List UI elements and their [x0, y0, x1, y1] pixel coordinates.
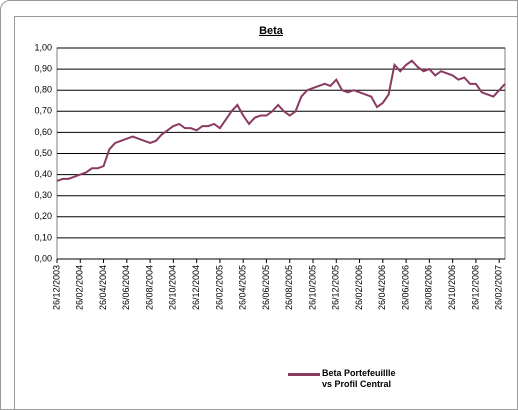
x-tick-label: 26/10/2004 [168, 265, 178, 310]
y-tick-label: 0,30 [34, 190, 52, 200]
x-tick-label: 26/10/2005 [307, 265, 317, 310]
x-tick-label: 26/02/2007 [494, 265, 504, 310]
data-line [56, 59, 506, 182]
legend: Beta Portefeuillle vs Profil Central [288, 368, 402, 390]
y-tick-label: 0,90 [34, 63, 52, 73]
x-tick-label: 26/06/2004 [121, 265, 131, 310]
x-tick-label: 26/12/2004 [191, 265, 201, 310]
x-tick-label: 26/02/2004 [75, 265, 85, 310]
x-tick-label: 26/12/2005 [331, 265, 341, 310]
y-tick-label: 0,20 [34, 211, 52, 221]
x-tick-label: 26/04/2006 [377, 265, 387, 310]
x-tick-label: 26/08/2004 [144, 265, 154, 310]
chart-area [14, 16, 517, 409]
x-tick-label: 26/02/2006 [354, 265, 364, 310]
x-tick-label: 26/12/2006 [470, 265, 480, 310]
x-tick-label: 26/06/2005 [261, 265, 271, 310]
x-tick-label: 26/02/2005 [214, 265, 224, 310]
x-tick-label: 26/08/2005 [284, 265, 294, 310]
x-tick-label: 26/06/2006 [400, 265, 410, 310]
legend-swatch [288, 373, 320, 376]
y-tick-label: 0,70 [34, 106, 52, 116]
y-tick-label: 1,00 [34, 42, 52, 52]
x-tick-label: 26/10/2006 [447, 265, 457, 310]
x-tick-label: 26/08/2006 [424, 265, 434, 310]
legend-label: Beta Portefeuillle vs Profil Central [322, 368, 396, 389]
chart-title: Beta [259, 25, 284, 37]
x-tick-label: 26/04/2005 [238, 265, 248, 310]
y-tick-label: 0,50 [34, 148, 52, 158]
y-tick-label: 0,60 [34, 127, 52, 137]
x-tick-label: 26/04/2004 [98, 265, 108, 310]
y-tick-label: 0,40 [34, 169, 52, 179]
y-tick-label: 0,10 [34, 232, 52, 242]
x-tick-label: 26/12/2003 [51, 265, 61, 310]
y-tick-label: 0,00 [34, 253, 52, 263]
y-tick-label: 0,80 [34, 85, 52, 95]
